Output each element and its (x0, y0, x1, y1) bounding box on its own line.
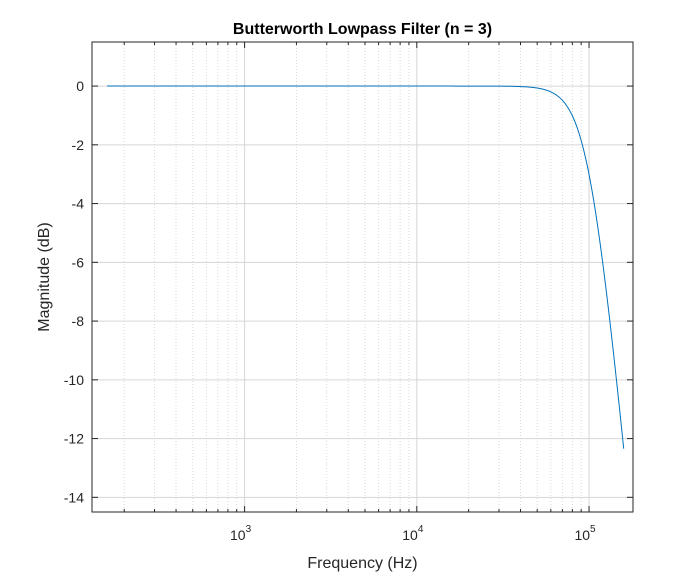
y-tick-label: -12 (64, 431, 84, 447)
y-tick-label: -4 (72, 196, 85, 212)
plot-area (92, 42, 633, 512)
chart-title: Butterworth Lowpass Filter (n = 3) (233, 21, 492, 38)
y-tick-label: -8 (72, 313, 85, 329)
y-tick-label: -6 (72, 254, 85, 270)
y-tick-label: -10 (64, 372, 84, 388)
axes-box (91, 41, 634, 513)
y-tick-label: -2 (72, 137, 85, 153)
grid (92, 42, 633, 512)
y-tick-label: 0 (76, 78, 84, 94)
series-layer (107, 85, 625, 449)
y-axis-label: Magnitude (dB) (36, 222, 53, 331)
series-line (107, 85, 625, 449)
y-tick-label: -14 (64, 489, 84, 505)
x-axis-label: Frequency (Hz) (307, 555, 417, 572)
